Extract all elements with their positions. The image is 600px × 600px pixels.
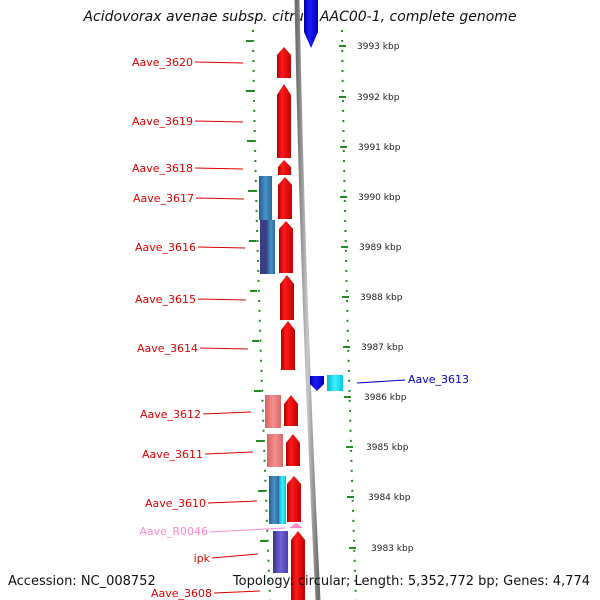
cds-block-aave-3616-a[interactable] xyxy=(260,220,267,274)
gene-arrow-aave-3616[interactable] xyxy=(279,221,293,273)
kbp-label: 3992 kbp xyxy=(357,93,400,103)
cds-block-aave-3612[interactable] xyxy=(265,395,281,428)
gene-arrow-reverse[interactable] xyxy=(304,0,318,48)
kbp-tick-marks xyxy=(246,40,356,549)
gene-arrow-aave-3618[interactable] xyxy=(278,160,291,175)
topology-text: Topology: circular; Length: 5,352,772 bp… xyxy=(232,574,590,589)
cds-block-ipk[interactable] xyxy=(273,531,288,573)
kbp-label: 3991 kbp xyxy=(358,143,401,153)
gene-label[interactable]: Aave_3620 xyxy=(132,56,193,69)
left-ruler xyxy=(252,29,271,600)
gene-label[interactable]: Aave_R0046 xyxy=(139,525,208,538)
gene-arrow-aave-3612[interactable] xyxy=(284,395,298,426)
kbp-label: 3983 kbp xyxy=(371,544,414,554)
rna-arrow-aave-r0046[interactable] xyxy=(289,523,303,528)
right-ruler xyxy=(341,29,357,600)
gene-label[interactable]: Aave_3619 xyxy=(132,115,193,128)
kbp-label: 3989 kbp xyxy=(359,243,402,253)
gene-label[interactable]: Aave_3608 xyxy=(151,587,212,600)
cds-block-aave-3610[interactable] xyxy=(269,476,279,524)
gene-label[interactable]: Aave_3618 xyxy=(132,162,193,175)
gene-label[interactable]: Aave_3614 xyxy=(137,342,198,355)
gene-arrow-aave-3610[interactable] xyxy=(287,476,301,522)
gene-label[interactable]: Aave_3612 xyxy=(140,408,201,421)
kbp-label: 3987 kbp xyxy=(361,343,404,353)
accession-text: Accession: NC_008752 xyxy=(8,574,156,589)
kbp-label: 3988 kbp xyxy=(360,293,403,303)
gene-arrow-aave-3617[interactable] xyxy=(278,177,292,219)
gene-label[interactable]: Aave_3611 xyxy=(142,448,203,461)
gene-label[interactable]: Aave_3616 xyxy=(135,241,196,254)
cds-block-aave-3611[interactable] xyxy=(267,434,283,467)
gene-label[interactable]: Aave_3617 xyxy=(133,192,194,205)
label-leader-lines xyxy=(194,61,406,594)
kbp-label: 3993 kbp xyxy=(357,42,400,52)
cds-block-aave-3613-cyan[interactable] xyxy=(327,375,343,391)
map-title: Acidovorax avenae subsp. citrulli AAC00-… xyxy=(83,9,517,25)
genome-backbone xyxy=(294,0,321,600)
gene-arrow-aave-3614[interactable] xyxy=(281,321,295,370)
gene-arrow-ipk[interactable] xyxy=(291,531,305,600)
gene-arrow-aave-3613[interactable] xyxy=(310,376,324,391)
cds-block-aave-3616-b[interactable] xyxy=(267,220,275,274)
gene-label[interactable]: Aave_3613 xyxy=(408,373,469,386)
kbp-label: 3984 kbp xyxy=(368,493,411,503)
cds-block-aave-3610-cyan[interactable] xyxy=(279,476,286,524)
kbp-label: 3986 kbp xyxy=(364,393,407,403)
gene-arrow-aave-3615[interactable] xyxy=(280,275,294,320)
cds-block-aave-3617[interactable] xyxy=(259,176,272,220)
gene-label[interactable]: Aave_3615 xyxy=(135,293,196,306)
gene-label[interactable]: Aave_3610 xyxy=(145,497,206,510)
gene-label[interactable]: ipk xyxy=(194,552,211,565)
gene-arrow-aave-3611[interactable] xyxy=(286,434,300,466)
gene-arrow-aave-3619[interactable] xyxy=(277,84,291,158)
gene-arrow-aave-3620[interactable] xyxy=(277,47,291,78)
kbp-label: 3985 kbp xyxy=(366,443,409,453)
kbp-label: 3990 kbp xyxy=(358,193,401,203)
